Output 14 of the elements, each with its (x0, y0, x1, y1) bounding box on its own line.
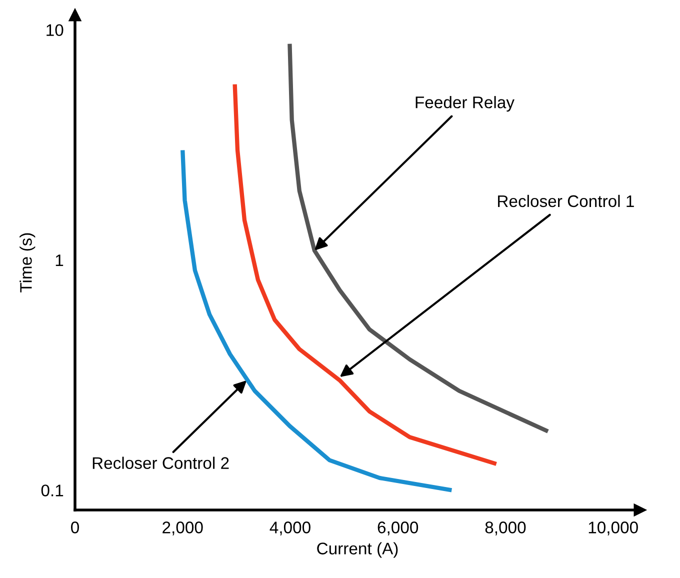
x-axis-title: Current (A) (317, 542, 398, 558)
y-tick-label: 1 (56, 254, 64, 266)
x-tick-label: 6,000 (378, 522, 418, 536)
y-tick-label: 10 (46, 24, 64, 36)
x-tick-label: 0 (71, 522, 79, 534)
annotation: Feeder Relay (416, 96, 514, 112)
annotation: Recloser Control 2 (92, 456, 229, 469)
x-tick-label: 10,000 (588, 522, 638, 536)
y-axis-title: Time (s) (20, 233, 36, 292)
x-tick-label: 8,000 (485, 522, 526, 536)
x-tick-label: 2,000 (162, 522, 203, 536)
y-tick-label: 0.1 (41, 484, 64, 496)
x-tick-label: 4,000 (270, 522, 310, 536)
annotation: Recloser Control 1 (498, 194, 634, 208)
